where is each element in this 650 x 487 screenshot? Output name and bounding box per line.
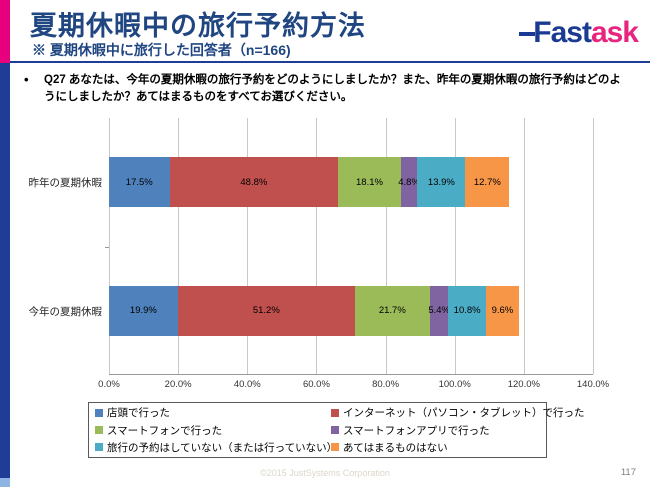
legend: 店頭で行った インターネット（パソコン・タブレット）で行ったスマートフォンで行った… bbox=[88, 402, 585, 458]
side-stripe-pink bbox=[0, 0, 10, 63]
bar-segment: 21.7% bbox=[354, 285, 430, 336]
x-axis-label: 40.0% bbox=[233, 379, 261, 390]
gridline bbox=[109, 118, 110, 374]
question-bullet: • bbox=[24, 72, 29, 87]
segment-value-label: 51.2% bbox=[252, 305, 280, 317]
segment-value-label: 17.5% bbox=[125, 176, 153, 188]
segment-value-label: 21.7% bbox=[378, 305, 406, 317]
legend-item: インターネット（パソコン・タブレット）で行った bbox=[331, 405, 585, 420]
bar-segment: 18.1% bbox=[338, 157, 401, 208]
bar-segment: 12.7% bbox=[465, 157, 510, 208]
bar-segment: 17.5% bbox=[109, 157, 170, 208]
legend-swatch-icon bbox=[95, 443, 103, 452]
question-block: • Q27 あなたは、今年の夏期休暇の旅行予約をどのようにしましたか？また、昨年… bbox=[24, 72, 624, 105]
category-label: 今年の夏期休暇 bbox=[28, 305, 103, 318]
legend-label: スマートフォンアプリで行った bbox=[343, 424, 490, 437]
legend-label: 店頭で行った bbox=[107, 407, 170, 420]
x-axis-label: 120.0% bbox=[507, 379, 540, 390]
x-axis-label: 0.0% bbox=[98, 379, 120, 390]
bar-segment: 5.4% bbox=[428, 285, 450, 336]
side-stripe-tip bbox=[0, 478, 10, 487]
logo-dash-icon bbox=[519, 32, 536, 37]
legend-label: あてはまるものはない bbox=[343, 441, 448, 454]
segment-value-label: 4.8% bbox=[398, 176, 420, 188]
bar-segment: 51.2% bbox=[177, 285, 355, 336]
gridline bbox=[523, 118, 525, 374]
legend-swatch-icon bbox=[331, 443, 339, 452]
question-text: Q27 あなたは、今年の夏期休暇の旅行予約をどのようにしましたか？また、昨年の夏… bbox=[44, 74, 621, 103]
x-axis-label: 80.0% bbox=[372, 379, 400, 390]
gridline bbox=[593, 118, 594, 374]
bar-row: 17.5% 48.8% 18.1% 4.8% 13.9% 12.7% bbox=[109, 157, 510, 208]
segment-value-label: 9.6% bbox=[491, 305, 514, 317]
x-axis-label: 60.0% bbox=[302, 379, 330, 390]
page-number: 117 bbox=[620, 467, 636, 478]
legend-label: 旅行の予約はしていない（または行っていない） bbox=[107, 441, 338, 454]
legend-item: あてはまるものはない bbox=[331, 440, 585, 455]
bar-segment: 4.8% bbox=[398, 157, 420, 208]
segment-value-label: 5.4% bbox=[428, 305, 450, 317]
gridline bbox=[247, 118, 249, 374]
legend-swatch-icon bbox=[331, 408, 339, 417]
segment-value-label: 10.8% bbox=[453, 305, 481, 317]
bar-segment: 13.9% bbox=[417, 157, 466, 208]
page-title: 夏期休暇中の旅行予約方法 bbox=[30, 11, 366, 41]
gridline bbox=[454, 118, 456, 374]
segment-value-label: 18.1% bbox=[356, 176, 383, 188]
page-subtitle: ※ 夏期休暇中に旅行した回答者（n=166) bbox=[32, 42, 291, 58]
legend-item: スマートフォンで行った bbox=[95, 423, 331, 438]
legend-label: スマートフォンで行った bbox=[107, 424, 223, 437]
legend-item: スマートフォンアプリで行った bbox=[331, 423, 585, 438]
logo-part2: ask bbox=[590, 16, 639, 49]
segment-value-label: 19.9% bbox=[129, 305, 157, 317]
gridline bbox=[385, 118, 387, 374]
bar-row: 19.9% 51.2% 21.7% 5.4% 10.8% 9.6% bbox=[109, 285, 519, 336]
legend-item: 旅行の予約はしていない（または行っていない） bbox=[95, 440, 337, 455]
x-axis-label: 100.0% bbox=[438, 379, 471, 390]
legend-swatch-icon bbox=[331, 426, 339, 434]
category-label: 昨年の夏期休暇 bbox=[28, 177, 103, 190]
legend-item: 店頭で行った bbox=[95, 405, 331, 420]
side-stripe-blue bbox=[0, 63, 10, 478]
segment-value-label: 13.9% bbox=[427, 176, 455, 188]
gridline bbox=[178, 118, 180, 374]
plot-area: 17.5% 48.8% 18.1% 4.8% 13.9% 12.7% 19.9% 51.2% 2… bbox=[105, 118, 594, 375]
fastask-logo: Fastask bbox=[519, 16, 639, 50]
segment-value-label: 48.8% bbox=[240, 176, 268, 188]
x-axis-label: 20.0% bbox=[164, 379, 192, 390]
logo-part1: Fast bbox=[533, 16, 592, 49]
legend-swatch-icon bbox=[95, 408, 103, 417]
header: 夏期休暇中の旅行予約方法 ※ 夏期休暇中に旅行した回答者（n=166) Fast… bbox=[10, 0, 650, 63]
bar-segment: 48.8% bbox=[169, 157, 339, 208]
footer-copyright: ©2015 JustSystems Corporation bbox=[260, 468, 390, 478]
x-axis-label: 140.0% bbox=[576, 379, 610, 390]
gridline bbox=[316, 118, 318, 374]
legend-swatch-icon bbox=[95, 426, 103, 434]
bar-segment: 9.6% bbox=[485, 285, 519, 336]
y-axis-tick bbox=[105, 246, 109, 248]
bar-segment: 19.9% bbox=[109, 285, 178, 336]
legend-label: インターネット（パソコン・タブレット）で行った bbox=[343, 407, 585, 420]
bar-segment: 10.8% bbox=[448, 285, 486, 336]
segment-value-label: 12.7% bbox=[473, 176, 501, 188]
